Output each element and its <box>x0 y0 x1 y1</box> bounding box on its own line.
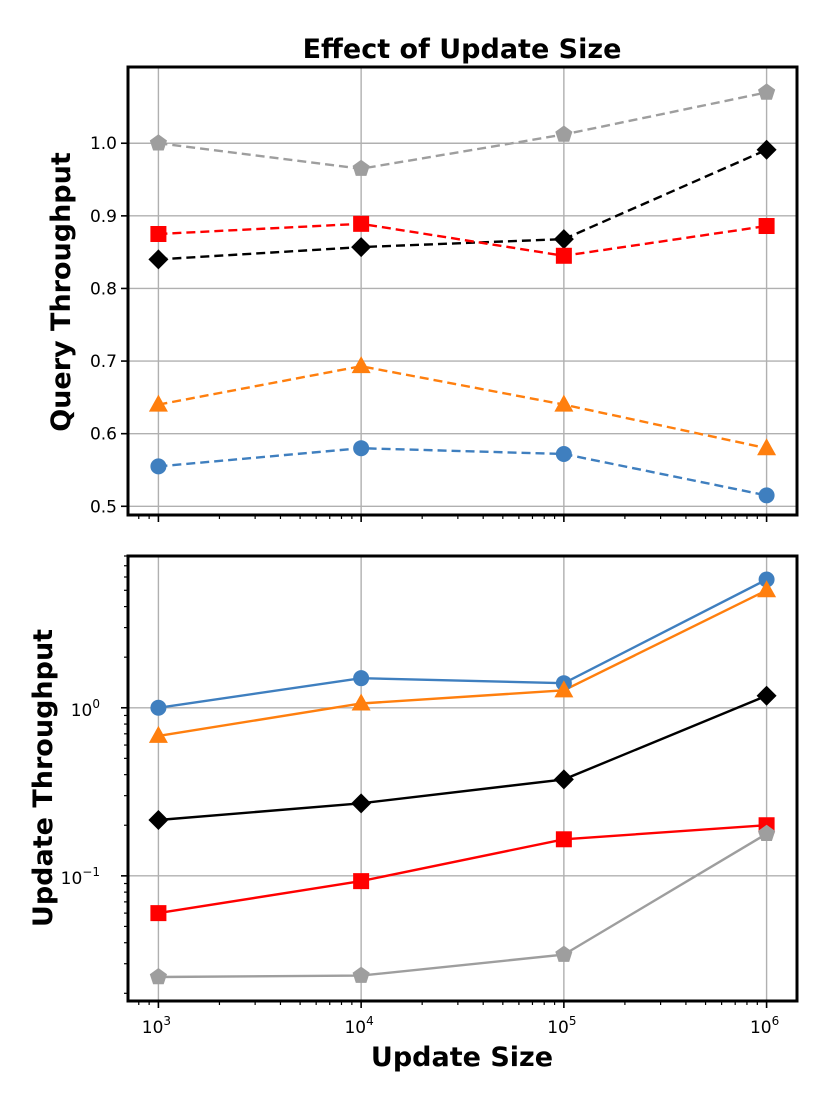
series-line <box>158 148 768 261</box>
series-line <box>158 589 768 738</box>
data-point-triangle <box>148 725 168 743</box>
y-tick-label: 0.9 <box>90 207 117 227</box>
data-point-square <box>150 905 167 922</box>
data-point-triangle <box>148 394 168 412</box>
x-axis-label: Update Size <box>371 1042 553 1073</box>
data-point-pentagon <box>555 125 573 142</box>
y-tick-label: 10−1 <box>61 865 100 889</box>
bottom-y-axis-label: Update Throughput <box>28 629 59 927</box>
data-point-pentagon <box>149 968 167 985</box>
data-point-diamond <box>756 685 777 706</box>
x-tick-label: 104 <box>344 1014 373 1038</box>
query-throughput-panel: 0.5 0.6 0.7 0.8 0.9 1.0 <box>90 65 799 522</box>
data-point-triangle <box>554 394 574 412</box>
x-tick-label: 103 <box>142 1014 171 1038</box>
data-point-pentagon <box>352 159 370 176</box>
data-point-pentagon <box>555 945 573 962</box>
y-tick-label: 0.5 <box>90 497 117 517</box>
data-point-square <box>555 247 572 264</box>
data-point-circle <box>758 571 775 588</box>
data-point-diamond <box>553 769 574 790</box>
x-tick-label: 106 <box>750 1014 779 1038</box>
data-point-pentagon <box>149 134 167 151</box>
series-line <box>158 364 767 450</box>
data-point-square <box>353 215 370 232</box>
plot-frame <box>126 554 799 1003</box>
data-point-diamond <box>351 237 372 258</box>
series-line <box>158 578 768 709</box>
top-y-axis-label: Query Throughput <box>46 152 77 432</box>
data-point-circle <box>353 670 370 687</box>
data-point-circle <box>758 487 775 504</box>
data-point-circle <box>150 458 167 475</box>
series-line <box>158 222 767 258</box>
series-line <box>158 91 767 170</box>
series-line <box>158 694 768 822</box>
update-throughput-panel: 10−1 100 103 104 105 106 <box>61 554 799 1038</box>
y-tick-label: 0.7 <box>90 352 117 372</box>
data-point-square <box>555 831 572 848</box>
data-point-square <box>353 873 370 890</box>
data-point-triangle <box>757 580 777 598</box>
chart-title: Effect of Update Size <box>303 34 622 65</box>
data-point-square <box>758 218 775 235</box>
y-tick-label: 0.6 <box>90 425 117 445</box>
series-line <box>158 832 768 979</box>
data-point-circle <box>150 699 167 716</box>
data-point-pentagon <box>758 83 776 100</box>
data-point-square <box>150 226 167 243</box>
data-point-diamond <box>148 249 169 270</box>
data-point-pentagon <box>352 966 370 983</box>
plot-frame <box>126 65 799 517</box>
x-tick-label: 105 <box>547 1014 576 1038</box>
data-point-triangle <box>351 693 371 711</box>
data-point-pentagon <box>758 824 776 841</box>
data-point-triangle <box>351 356 371 374</box>
data-point-diamond <box>756 139 777 160</box>
data-point-diamond <box>148 809 169 830</box>
data-point-diamond <box>351 793 372 814</box>
data-point-triangle <box>554 680 574 698</box>
y-tick-label: 100 <box>71 697 100 721</box>
y-tick-label: 0.8 <box>90 279 117 299</box>
series-line <box>158 446 767 497</box>
series-line <box>158 824 767 915</box>
data-point-circle <box>555 446 572 463</box>
data-point-diamond <box>553 229 574 250</box>
data-point-circle <box>353 440 370 457</box>
y-tick-label: 1.0 <box>90 134 117 154</box>
data-point-triangle <box>757 438 777 456</box>
